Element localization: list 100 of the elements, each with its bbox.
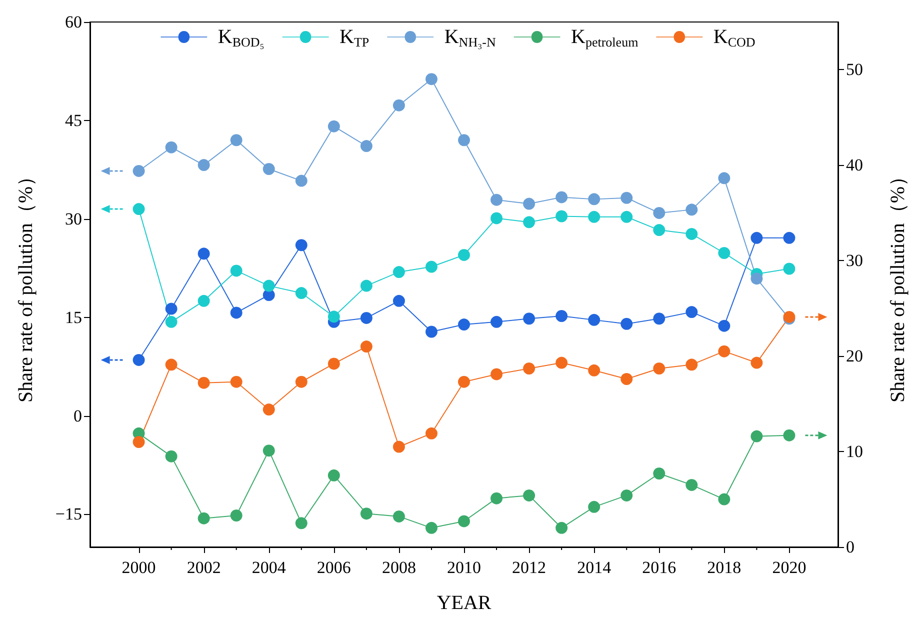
point (718, 247, 730, 259)
y2-tick-label: 0 (846, 538, 854, 556)
point (360, 340, 372, 353)
point (132, 203, 145, 216)
point (198, 248, 210, 260)
point (556, 210, 568, 222)
point (295, 287, 308, 300)
point (165, 302, 178, 315)
point (360, 508, 372, 520)
point (458, 318, 470, 331)
point (718, 345, 730, 358)
point (620, 489, 633, 502)
point (458, 376, 470, 388)
point (490, 368, 503, 380)
point (686, 306, 698, 318)
point (230, 264, 242, 277)
x-tick-label: 2012 (512, 558, 546, 577)
point (620, 192, 633, 204)
point (328, 358, 340, 370)
point (556, 522, 568, 534)
point (458, 248, 470, 261)
y-tick-label: −15 (55, 504, 82, 524)
point (523, 216, 536, 228)
y-tick-label: 60 (65, 12, 82, 32)
point (588, 364, 600, 376)
x-tick-label: 2008 (382, 558, 416, 577)
point (653, 312, 666, 325)
point (523, 312, 536, 325)
point (295, 517, 308, 530)
point (392, 99, 405, 112)
point (556, 356, 568, 369)
x-tick-label: 2002 (186, 558, 221, 577)
point (490, 492, 503, 504)
point (165, 141, 178, 154)
x-tick-label: 2018 (707, 558, 742, 577)
point (132, 354, 145, 366)
point (392, 266, 405, 278)
point (262, 280, 275, 292)
point (490, 316, 503, 328)
point (750, 430, 763, 442)
point (425, 522, 438, 534)
point (458, 134, 470, 146)
point (392, 510, 405, 522)
y2-tick-label: 50 (846, 60, 863, 80)
x-tick-label: 2006 (316, 558, 351, 577)
point (686, 204, 698, 216)
point (328, 120, 340, 132)
point (750, 272, 763, 285)
point (360, 140, 372, 152)
point (165, 450, 178, 462)
x-tick-label: 2004 (252, 558, 286, 577)
y2-tick-label: 20 (846, 346, 863, 366)
point (295, 174, 308, 187)
point (295, 239, 308, 252)
point (718, 493, 730, 506)
point (653, 206, 666, 219)
point (556, 310, 568, 322)
point (230, 134, 242, 146)
point (360, 280, 372, 292)
point (360, 312, 372, 324)
point (686, 358, 698, 371)
point (198, 512, 210, 524)
y2-tick-label: 10 (846, 442, 863, 462)
point (198, 376, 210, 389)
point (328, 310, 340, 323)
y-tick-label: 15 (65, 308, 82, 327)
point (653, 468, 666, 480)
point (783, 232, 796, 244)
x-tick-label: 2016 (642, 558, 676, 577)
point (556, 191, 568, 204)
y-axis-title: Share rate of pollution（%） (15, 166, 37, 403)
y-tick-label: 45 (65, 110, 82, 130)
point (783, 429, 796, 442)
point (523, 362, 536, 374)
point (523, 489, 536, 502)
y2-axis-title: Share rate of pollution（%） (887, 166, 909, 403)
point (425, 73, 438, 86)
point (718, 320, 730, 332)
point (262, 163, 275, 175)
x-tick-label: 2020 (772, 558, 806, 577)
point (198, 294, 210, 307)
point (588, 193, 600, 206)
point (425, 326, 438, 338)
point (295, 376, 308, 388)
point (620, 210, 633, 223)
point (523, 198, 536, 210)
point (750, 356, 763, 369)
point (686, 228, 698, 240)
x-tick-label: 2010 (447, 558, 481, 577)
point (620, 318, 633, 330)
point (588, 210, 600, 223)
point (198, 159, 210, 172)
point (588, 500, 600, 513)
x-tick-label: 2014 (577, 558, 612, 577)
point (392, 294, 405, 307)
point (653, 224, 666, 236)
y-tick-label: 0 (74, 406, 82, 426)
point (783, 262, 796, 275)
point (750, 232, 763, 244)
point (165, 316, 178, 328)
